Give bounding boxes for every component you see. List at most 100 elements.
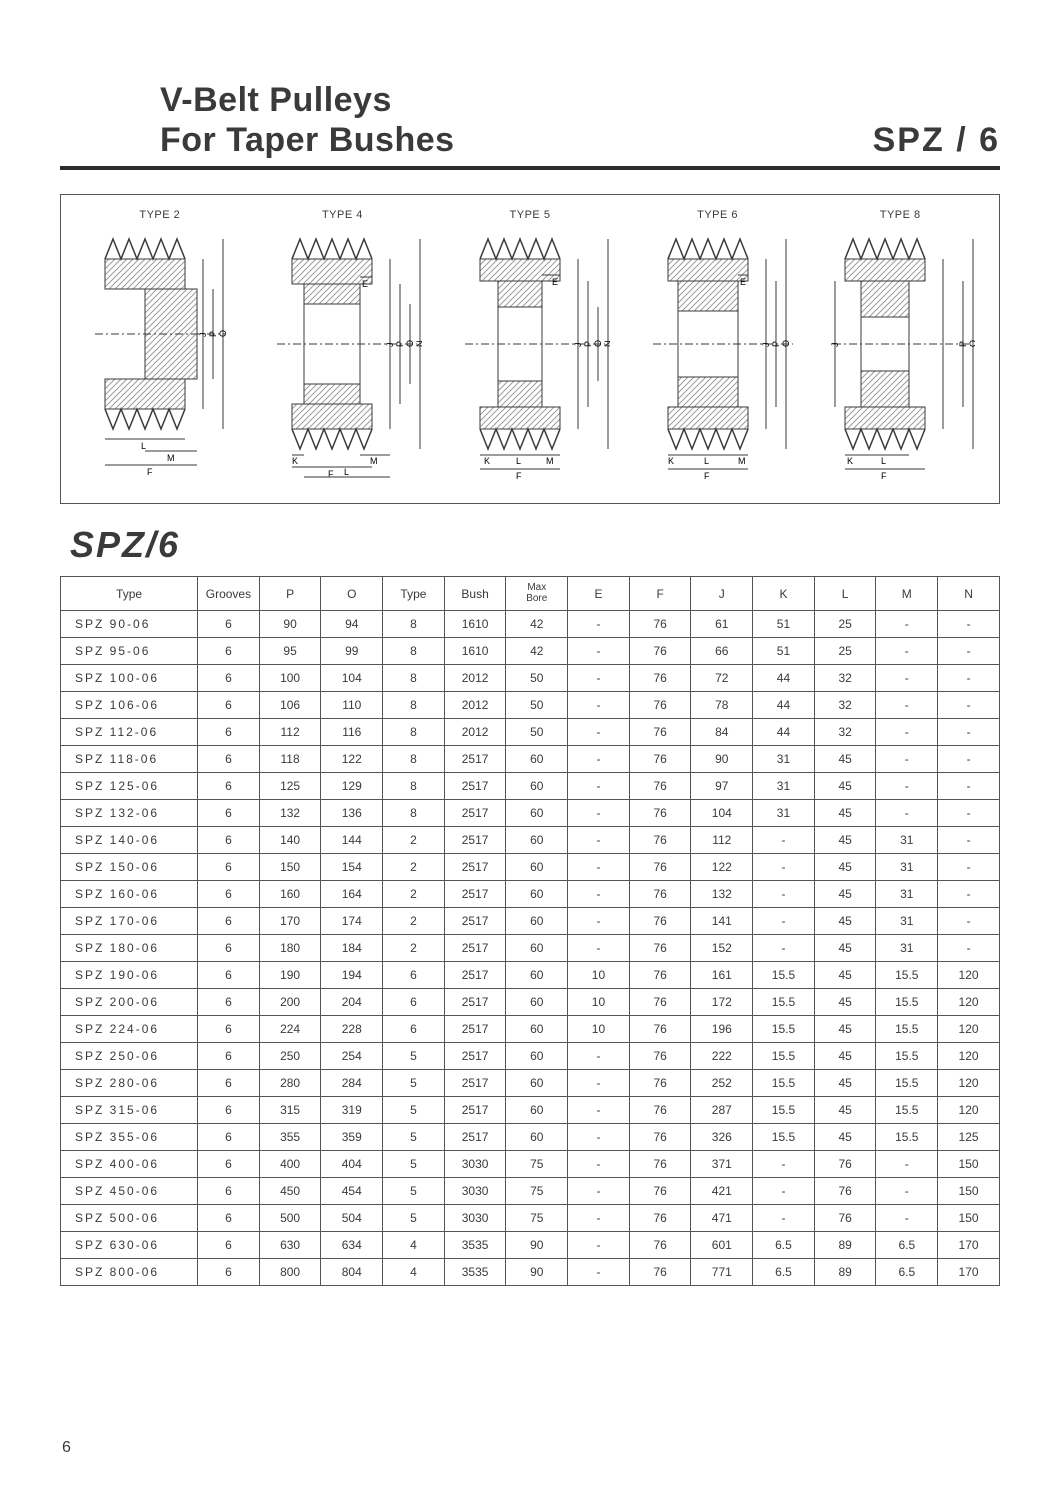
table-cell: 421 — [691, 1178, 753, 1205]
table-row: SPZ 355-0663553595251760-7632615.54515.5… — [61, 1124, 1000, 1151]
table-cell: SPZ 280-06 — [61, 1070, 198, 1097]
table-cell: 136 — [321, 800, 383, 827]
table-cell: 15.5 — [876, 989, 938, 1016]
table-cell: 3535 — [444, 1232, 506, 1259]
table-cell: 454 — [321, 1178, 383, 1205]
diagram-box: TYPE 2 J P O L — [60, 194, 1000, 504]
table-cell: 15.5 — [876, 1016, 938, 1043]
table-cell: 150 — [259, 854, 321, 881]
table-cell: 31 — [753, 773, 815, 800]
col-header: O — [321, 577, 383, 611]
col-header: P — [259, 577, 321, 611]
table-cell: - — [938, 692, 1000, 719]
table-cell: SPZ 106-06 — [61, 692, 198, 719]
table-cell: 6 — [198, 1232, 260, 1259]
data-table: TypeGroovesPOTypeBushMaxBoreEFJKLMN SPZ … — [60, 576, 1000, 1286]
table-cell: - — [938, 665, 1000, 692]
title-line1: V-Belt Pulleys — [160, 81, 392, 119]
table-cell: 2517 — [444, 1124, 506, 1151]
table-cell: 97 — [691, 773, 753, 800]
table-cell: 3535 — [444, 1259, 506, 1286]
diagram-label: TYPE 8 — [880, 209, 921, 221]
table-cell: 6 — [198, 1070, 260, 1097]
page-header: V-Belt Pulleys For Taper Bushes SPZ / 6 — [60, 80, 1000, 170]
table-cell: 45 — [814, 1016, 876, 1043]
table-cell: SPZ 400-06 — [61, 1151, 198, 1178]
table-cell: - — [876, 665, 938, 692]
table-cell: - — [938, 881, 1000, 908]
col-header: M — [876, 577, 938, 611]
table-cell: 76 — [629, 692, 691, 719]
table-cell: 6 — [198, 881, 260, 908]
table-cell: - — [568, 1178, 630, 1205]
table-cell: 31 — [753, 746, 815, 773]
table-cell: 2517 — [444, 1016, 506, 1043]
svg-text:J: J — [830, 343, 840, 348]
col-header: J — [691, 577, 753, 611]
table-cell: - — [568, 1259, 630, 1286]
table-cell: 6 — [198, 611, 260, 638]
table-cell: 76 — [629, 1259, 691, 1286]
table-cell: 42 — [506, 611, 568, 638]
table-cell: SPZ 118-06 — [61, 746, 198, 773]
table-cell: 204 — [321, 989, 383, 1016]
table-cell: 90 — [691, 746, 753, 773]
table-cell: - — [938, 638, 1000, 665]
table-cell: 250 — [259, 1043, 321, 1070]
table-cell: 45 — [814, 881, 876, 908]
table-cell: 120 — [938, 1070, 1000, 1097]
table-cell: 112 — [259, 719, 321, 746]
table-cell: SPZ 140-06 — [61, 827, 198, 854]
table-cell: 8 — [383, 665, 445, 692]
table-cell: 125 — [938, 1124, 1000, 1151]
table-cell: 120 — [938, 1016, 1000, 1043]
table-cell: 84 — [691, 719, 753, 746]
table-cell: 315 — [259, 1097, 321, 1124]
table-cell: 76 — [629, 1043, 691, 1070]
table-cell: 8 — [383, 800, 445, 827]
table-cell: 2 — [383, 827, 445, 854]
table-cell: 800 — [259, 1259, 321, 1286]
table-cell: 15.5 — [876, 1097, 938, 1124]
table-row: SPZ 106-0661061108201250-76784432-- — [61, 692, 1000, 719]
table-row: SPZ 630-0666306344353590-766016.5896.517… — [61, 1232, 1000, 1259]
table-cell: 200 — [259, 989, 321, 1016]
table-cell: - — [568, 881, 630, 908]
table-cell: 120 — [938, 989, 1000, 1016]
table-cell: 140 — [259, 827, 321, 854]
svg-text:O: O — [405, 340, 415, 347]
table-cell: 771 — [691, 1259, 753, 1286]
table-cell: 45 — [814, 1070, 876, 1097]
diagram-type2: TYPE 2 J P O L — [85, 209, 235, 479]
table-row: SPZ 118-0661181228251760-76903145-- — [61, 746, 1000, 773]
table-cell: 6 — [198, 827, 260, 854]
table-cell: 184 — [321, 935, 383, 962]
table-cell: 6 — [198, 935, 260, 962]
svg-text:J: J — [761, 343, 771, 348]
table-cell: 160 — [259, 881, 321, 908]
table-cell: 45 — [814, 989, 876, 1016]
table-cell: 6 — [198, 1205, 260, 1232]
table-cell: 76 — [814, 1178, 876, 1205]
table-cell: 110 — [321, 692, 383, 719]
table-cell: 89 — [814, 1232, 876, 1259]
svg-text:P: P — [208, 331, 218, 337]
table-cell: 190 — [259, 962, 321, 989]
table-cell: 76 — [629, 854, 691, 881]
svg-text:J: J — [198, 333, 208, 338]
table-cell: SPZ 630-06 — [61, 1232, 198, 1259]
table-cell: 60 — [506, 746, 568, 773]
svg-text:P: P — [395, 341, 405, 347]
table-cell: SPZ 90-06 — [61, 611, 198, 638]
table-cell: 15.5 — [753, 1097, 815, 1124]
table-cell: 15.5 — [753, 1124, 815, 1151]
svg-text:F: F — [147, 467, 153, 477]
table-cell: 100 — [259, 665, 321, 692]
table-cell: 72 — [691, 665, 753, 692]
table-cell: 60 — [506, 854, 568, 881]
table-row: SPZ 132-0661321368251760-761043145-- — [61, 800, 1000, 827]
table-cell: 51 — [753, 611, 815, 638]
svg-text:M: M — [370, 456, 378, 466]
table-cell: SPZ 315-06 — [61, 1097, 198, 1124]
table-cell: 45 — [814, 1097, 876, 1124]
